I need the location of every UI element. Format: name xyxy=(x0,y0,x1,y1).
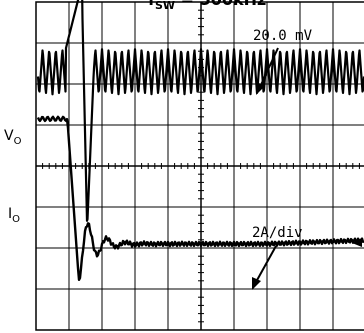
vo-scale-annotation: 20.0 mV xyxy=(253,28,313,44)
center-axes xyxy=(35,1,364,331)
vo-trace xyxy=(36,0,364,222)
io-scale-annotation: 2A/div xyxy=(252,225,303,241)
chart-title: fSW = 500kHz xyxy=(148,0,266,12)
vo-annotation-arrowhead xyxy=(256,82,265,95)
io-channel-label: IO xyxy=(8,206,20,225)
vo-annotation-arrow xyxy=(259,47,279,88)
channel-marker-icon xyxy=(352,239,362,247)
io-annotation-arrow xyxy=(255,245,277,283)
vo-channel-label: VO xyxy=(4,128,22,147)
io-trace xyxy=(36,115,364,281)
io-annotation-arrowhead xyxy=(252,277,261,290)
